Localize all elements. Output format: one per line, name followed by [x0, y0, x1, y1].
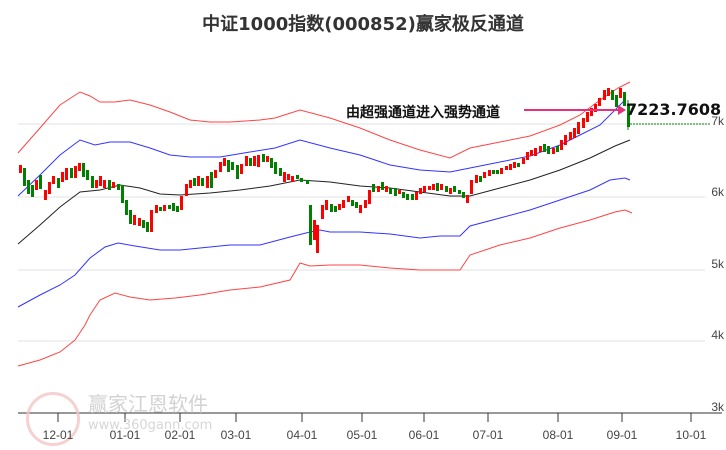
- candlesticks: [19, 88, 630, 253]
- x-tick: 10-01: [675, 428, 707, 442]
- middle-line: [17, 139, 631, 245]
- x-tick: 12-01: [42, 428, 74, 442]
- current-price-label: 7223.7608: [626, 100, 722, 119]
- x-tick: 05-01: [346, 428, 378, 442]
- upper-outer-band: [17, 81, 631, 159]
- chart-title: 中证1000指数(000852)赢家极反通道: [202, 14, 524, 35]
- watermark-url: www.360gann.com: [88, 418, 213, 433]
- watermark-name: 赢家江恩软件: [88, 392, 208, 416]
- x-tick: 02-01: [164, 428, 196, 442]
- watermark-logo: [26, 392, 80, 446]
- x-tick: 01-01: [109, 428, 141, 442]
- y-tick-7k: 7k: [711, 114, 724, 128]
- lower-outer-band: [17, 209, 633, 367]
- x-tick: 03-01: [220, 428, 252, 442]
- y-tick-6k: 6k: [711, 185, 724, 199]
- channel-annotation: 由超强通道进入强势通道: [346, 105, 500, 121]
- x-tick: 06-01: [408, 428, 440, 442]
- annotation-arrow: [524, 105, 626, 115]
- y-tick-3k: 3k: [711, 400, 724, 414]
- x-tick: 07-01: [472, 428, 504, 442]
- x-tick: 09-01: [606, 428, 638, 442]
- x-tick: 08-01: [542, 428, 574, 442]
- x-tick: 04-01: [286, 428, 318, 442]
- y-tick-5k: 5k: [711, 257, 724, 271]
- y-tick-4k: 4k: [711, 328, 724, 342]
- x-axis-ticks: [57, 413, 692, 422]
- grid: [18, 123, 705, 342]
